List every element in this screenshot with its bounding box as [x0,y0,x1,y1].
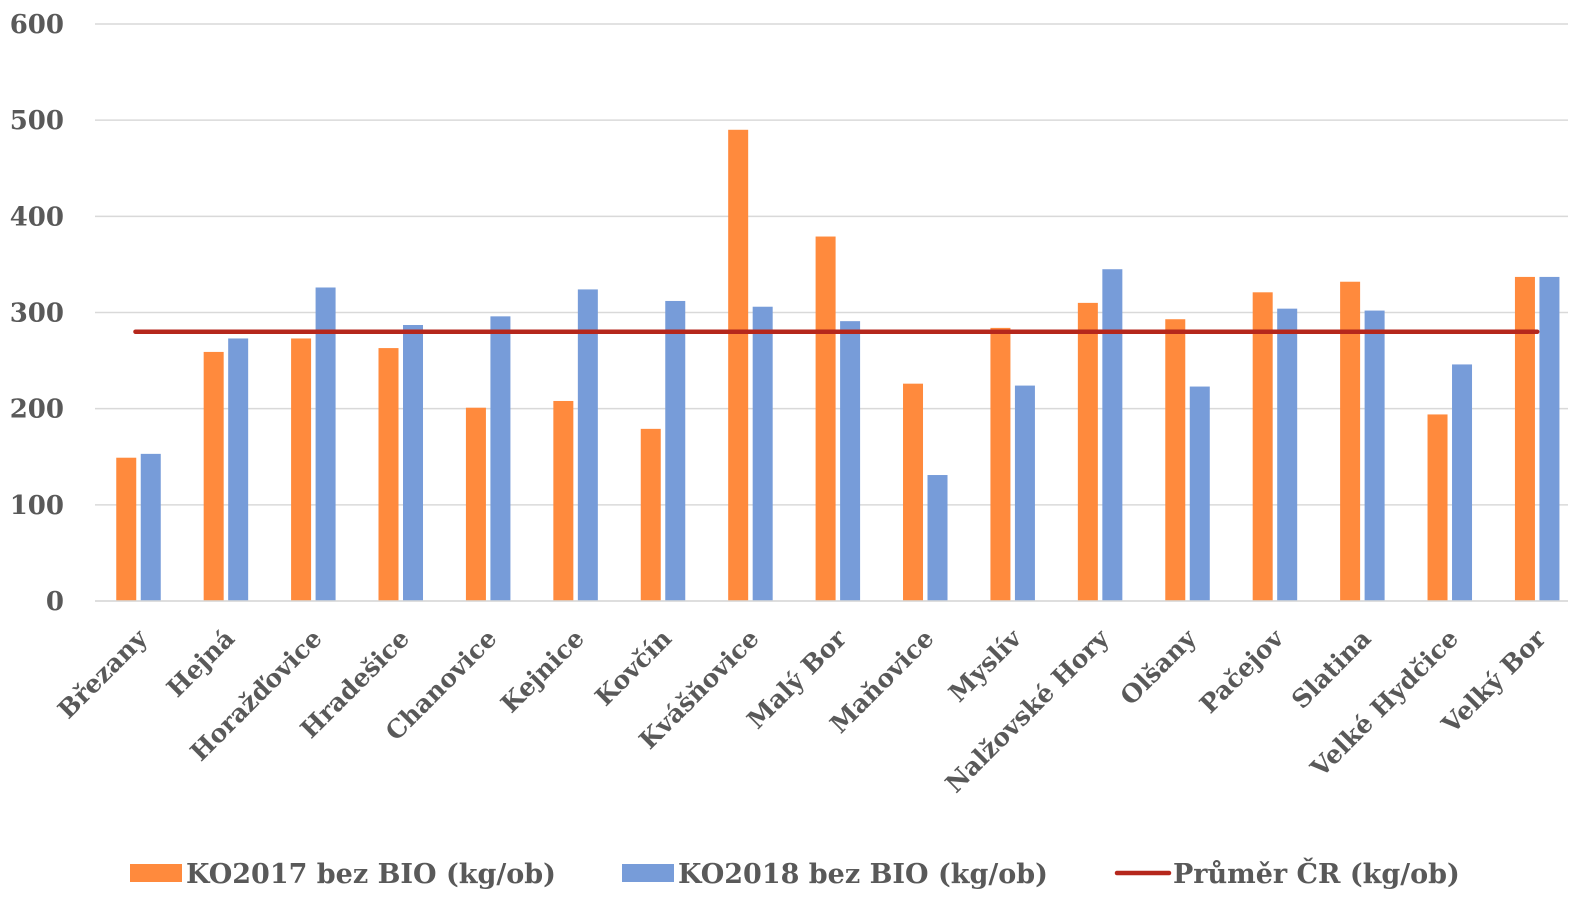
bar-ko2018 [1539,276,1560,601]
bar-ko2017 [903,383,924,601]
y-tick-label: 300 [10,299,64,329]
bar-ko2017 [1077,302,1098,601]
bar-ko2018 [315,287,336,601]
bar-ko2018 [140,453,161,601]
bar-ko2017 [640,428,661,601]
bar-ko2017 [1427,414,1448,601]
x-tick-label: Hejná [161,624,240,703]
y-tick-label: 400 [10,202,64,232]
bar-ko2017 [465,407,486,601]
x-tick-label: Velké Hydčice [1304,624,1464,784]
bar-ko2017 [1340,281,1361,601]
bar-ko2018 [1014,385,1035,601]
bars [116,129,1560,602]
x-tick-label: Kejnice [495,624,590,719]
x-axis: Březany HejnáHoražďoviceHradešiceChanovic… [52,600,1568,799]
bar-ko2017 [1165,319,1186,601]
bar-ko2018 [403,325,424,601]
bar-ko2018 [490,316,511,601]
x-tick-label: Slatina [1286,624,1377,715]
bar-ko2018 [1189,386,1210,601]
y-tick-label: 500 [10,106,64,136]
bar-ko2018 [752,306,773,601]
bar-ko2017 [553,400,574,601]
bar-ko2017 [815,236,836,602]
bar-ko2018 [1364,310,1385,601]
legend-swatch [130,864,182,882]
legend-swatch [622,864,674,882]
bar-ko2017 [116,457,137,601]
legend-label: KO2018 bez BIO (kg/ob) [678,859,1048,890]
bar-ko2018 [1277,308,1298,601]
bar-ko2017 [728,129,749,602]
bar-ko2018 [1102,269,1123,601]
bar-ko2018 [228,338,249,601]
x-tick-label: Pačejov [1194,623,1290,719]
bar-ko2017 [203,351,224,601]
bar-ko2017 [1252,292,1273,601]
bar-ko2017 [378,348,399,601]
bar-ko2018 [1452,364,1473,601]
bar-ko2017 [291,338,312,601]
x-tick-label: Myslív [943,623,1028,708]
y-tick-label: 200 [10,395,64,425]
legend: KO2017 bez BIO (kg/ob) KO2018 bez BIO (kg… [130,856,1460,890]
bar-ko2017 [990,327,1011,601]
y-tick-label: 0 [46,587,64,617]
y-tick-label: 600 [10,10,64,40]
bar-ko2018 [665,300,686,601]
legend-label: KO2017 bez BIO (kg/ob) [186,859,556,890]
y-tick-label: 100 [10,491,64,521]
bar-ko2017 [1514,276,1535,601]
x-tick-label: Olšany [1115,623,1203,711]
x-tick-label: Březany [52,623,154,725]
legend-label: Průměr ČR (kg/ob) [1173,856,1460,890]
bar-ko2018 [577,289,598,601]
bar-ko2018 [927,475,948,601]
x-tick-label: Nalžovské Hory [940,623,1116,799]
y-axis: 0 100 200 300 400 500 600 [10,10,64,617]
x-tick-label: Kovčín [589,624,677,712]
bar-ko2018 [840,321,861,601]
